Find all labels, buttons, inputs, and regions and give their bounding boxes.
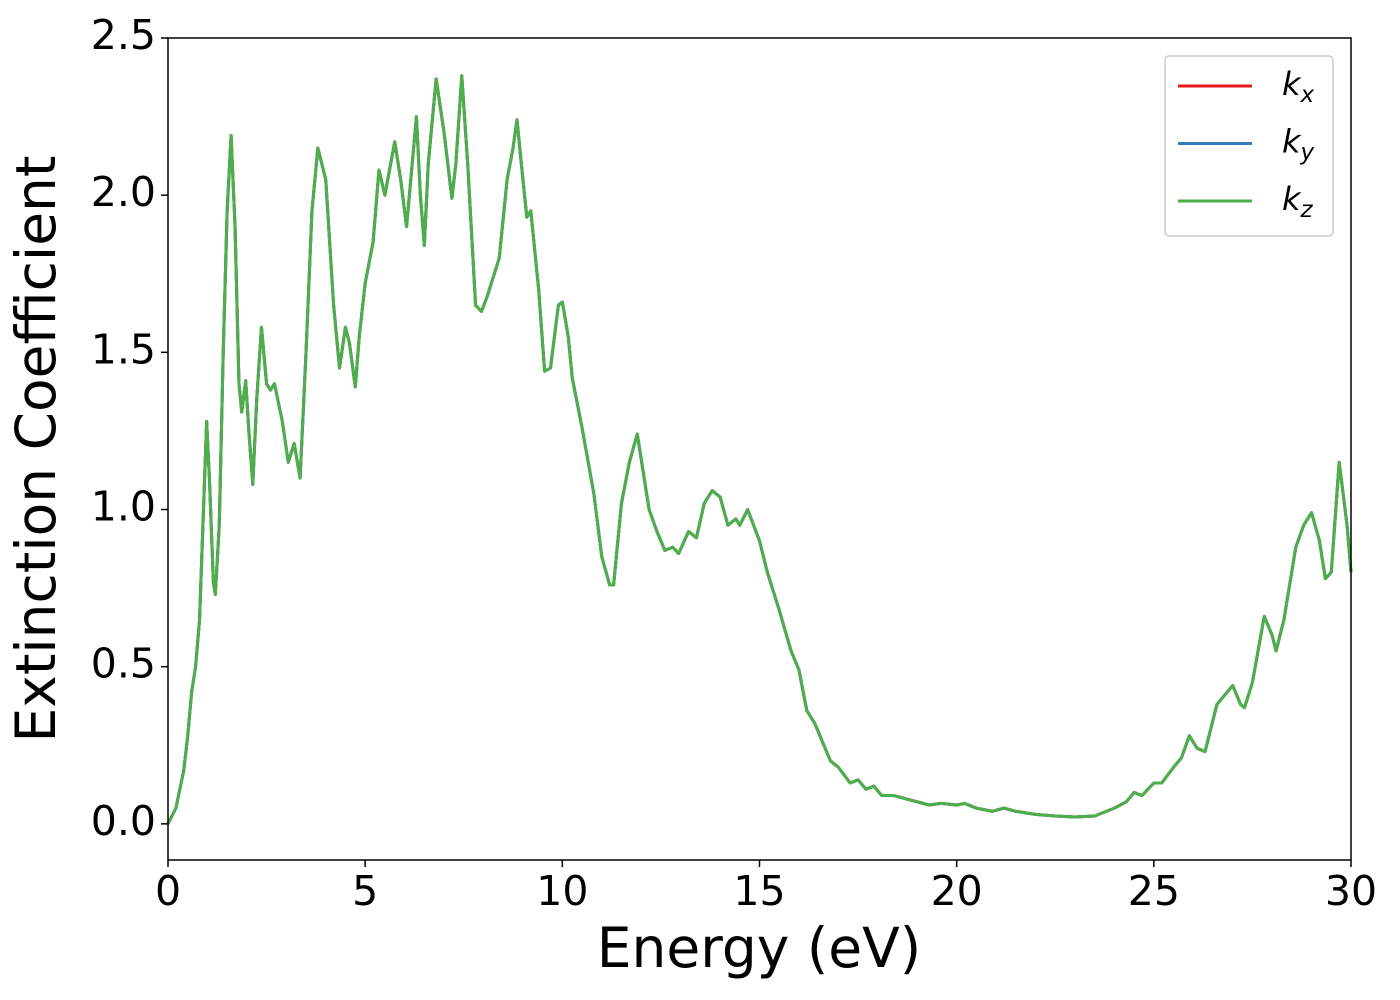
- y-tick-label: 2.5: [91, 11, 156, 59]
- legend-label: kx: [1282, 65, 1315, 108]
- x-axis-label: Energy (eV): [597, 916, 921, 980]
- x-tick-label: 0: [155, 867, 181, 915]
- x-tick-label: 5: [352, 867, 378, 915]
- legend-label: ky: [1282, 123, 1315, 166]
- x-tick-label: 15: [733, 867, 785, 915]
- y-tick-label: 2.0: [91, 168, 156, 216]
- y-tick-label: 0.0: [91, 797, 156, 845]
- legend-label: kz: [1282, 180, 1314, 223]
- x-tick-label: 10: [536, 867, 588, 915]
- legend-box: [1164, 55, 1334, 237]
- x-tick-label: 20: [931, 867, 983, 915]
- x-tick-label: 25: [1128, 867, 1180, 915]
- y-tick-label: 1.0: [91, 483, 156, 531]
- y-tick-label: 1.5: [91, 325, 156, 373]
- line-series: [166, 74, 1353, 825]
- y-tick-label: 0.5: [91, 640, 156, 688]
- y-axis-label: Extinction Coefficient: [4, 156, 68, 743]
- x-tick-label: 30: [1325, 867, 1377, 915]
- plot-frame: [167, 37, 1352, 861]
